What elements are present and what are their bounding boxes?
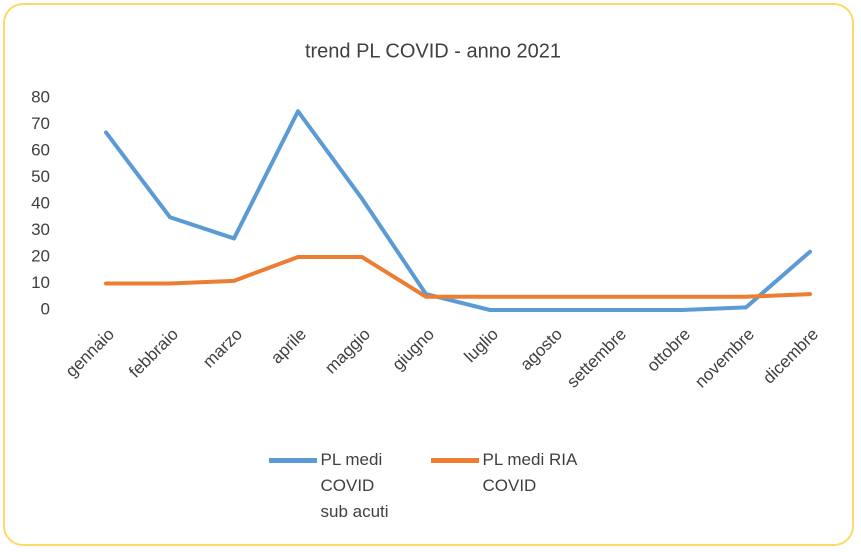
- legend-item: PL medi RIA COVID: [430, 447, 593, 525]
- y-tick-label: 80: [31, 87, 50, 106]
- y-tick-label: 70: [31, 114, 50, 133]
- x-tick-label: settembre: [563, 325, 630, 392]
- y-tick-label: 0: [41, 299, 50, 318]
- x-tick-label: gennaio: [62, 325, 118, 381]
- x-tick-label: ottobre: [643, 325, 694, 376]
- legend-swatch: [268, 458, 317, 463]
- x-tick-label: febbraio: [125, 325, 182, 382]
- legend-label: PL medi COVID sub acuti: [320, 450, 389, 521]
- y-tick-label: 10: [31, 273, 50, 292]
- y-tick-label: 40: [31, 193, 50, 212]
- y-tick-label: 60: [31, 140, 50, 159]
- legend-item: PL medi COVID sub acuti: [268, 447, 401, 525]
- y-tick-label: 30: [31, 220, 50, 239]
- x-tick-label: giugno: [388, 325, 438, 375]
- x-tick-label: dicembre: [759, 325, 822, 388]
- chart-frame: [3, 3, 854, 546]
- x-tick-label: marzo: [199, 325, 246, 372]
- x-tick-label: agosto: [516, 325, 566, 375]
- x-tick-label: maggio: [321, 325, 374, 378]
- x-tick-label: aprile: [267, 325, 310, 368]
- legend-swatch: [430, 458, 479, 463]
- series-line: [104, 255, 812, 299]
- x-tick-label: novembre: [691, 325, 758, 392]
- y-tick-label: 20: [31, 246, 50, 265]
- y-tick-label: 50: [31, 167, 50, 186]
- legend: PL medi COVID sub acuti PL medi RIA COVID: [0, 447, 861, 525]
- x-tick-label: luglio: [460, 325, 502, 367]
- legend-label: PL medi RIA COVID: [482, 450, 577, 495]
- series-line: [104, 109, 812, 312]
- chart-title: trend PL COVID - anno 2021: [305, 40, 561, 62]
